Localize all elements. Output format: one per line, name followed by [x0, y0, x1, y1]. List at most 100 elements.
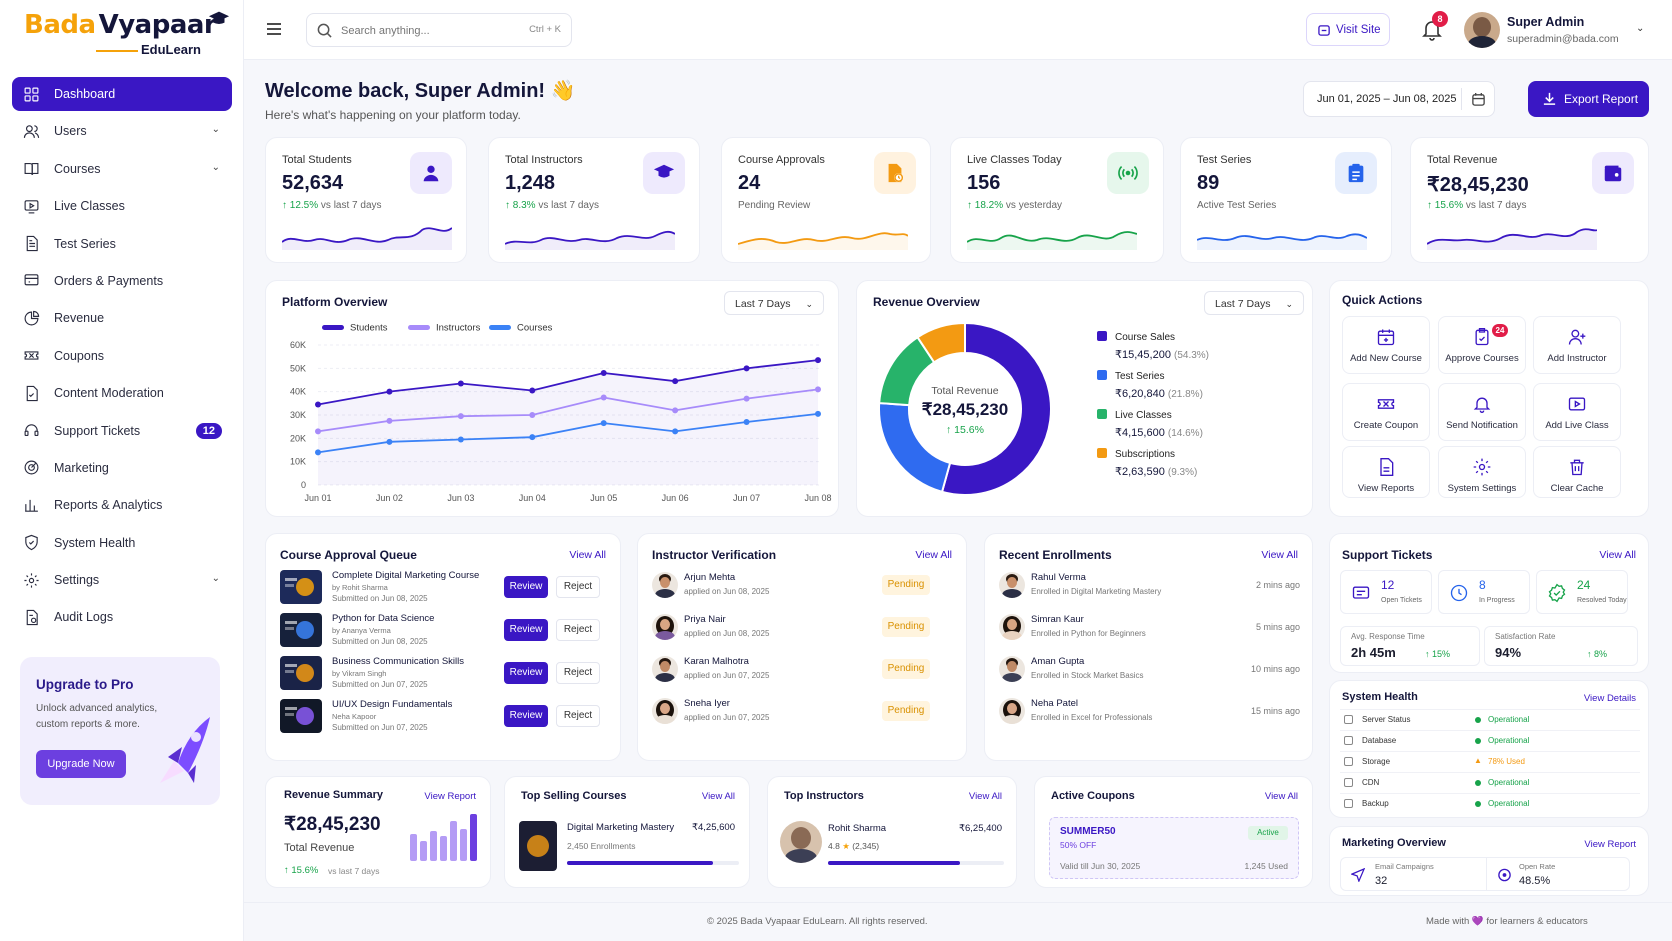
instructor-verification-view-all[interactable]: View All — [915, 549, 952, 561]
instructor-name[interactable]: Karan Malhotra — [684, 656, 749, 667]
data-point[interactable] — [672, 378, 679, 385]
visit-site-button[interactable]: Visit Site — [1306, 13, 1390, 46]
data-point[interactable] — [600, 370, 607, 376]
data-point[interactable] — [672, 407, 679, 414]
system-health-view-details[interactable]: View Details — [1583, 693, 1636, 704]
data-point[interactable] — [743, 395, 750, 402]
sidebar-item-settings[interactable]: Settings ⌄ — [12, 563, 232, 597]
data-point[interactable] — [315, 401, 321, 408]
data-point[interactable] — [815, 410, 821, 417]
data-point[interactable] — [529, 387, 536, 394]
reject-button[interactable]: Reject — [556, 705, 600, 727]
sidebar-item-coupons[interactable]: Coupons — [12, 339, 232, 373]
approval-course-title[interactable]: Business Communication Skills — [332, 656, 464, 667]
quick-action-system-settings[interactable]: System Settings — [1438, 446, 1526, 498]
support-stat-box[interactable]: 8 In Progress — [1438, 570, 1530, 614]
quick-action-add-live-class[interactable]: Add Live Class — [1533, 383, 1621, 441]
student-name[interactable]: Simran Kaur — [1031, 614, 1084, 625]
sidebar-item-content-moderation[interactable]: Content Moderation — [12, 376, 232, 410]
review-button[interactable]: Review — [504, 662, 548, 684]
reject-button[interactable]: Reject — [556, 662, 600, 684]
sidebar-item-orders-payments[interactable]: Orders & Payments — [12, 264, 232, 298]
top-selling-view-all[interactable]: View All — [701, 791, 735, 802]
instructor-name[interactable]: Priya Nair — [684, 614, 726, 625]
instructor-name[interactable]: Arjun Mehta — [684, 572, 736, 583]
brand-logo[interactable]: Bada Vyapaar EduLearn — [24, 10, 230, 60]
notification-bell[interactable]: 8 — [1420, 11, 1448, 42]
data-point[interactable] — [386, 417, 393, 424]
recent-enrollments-view-all[interactable]: View All — [1261, 549, 1298, 561]
data-point[interactable] — [743, 419, 750, 425]
review-button[interactable]: Review — [504, 705, 548, 727]
revenue-range-dropdown[interactable]: Last 7 Days ⌄ — [1204, 291, 1304, 315]
data-point[interactable] — [457, 413, 464, 420]
quick-action-add-instructor[interactable]: Add Instructor — [1533, 316, 1621, 374]
data-point[interactable] — [743, 365, 750, 372]
top-instructor-name[interactable]: Rohit Sharma — [828, 823, 887, 834]
quick-action-clear-cache[interactable]: Clear Cache — [1533, 446, 1621, 498]
quick-action-send-notification[interactable]: Send Notification — [1438, 383, 1526, 441]
student-name[interactable]: Aman Gupta — [1031, 656, 1085, 667]
search-bar[interactable]: Ctrl + K — [306, 13, 572, 47]
sidebar-item-reports-analytics[interactable]: Reports & Analytics — [12, 488, 232, 522]
support-stat-box[interactable]: 12 Open Tickets — [1340, 570, 1432, 614]
data-point[interactable] — [815, 386, 821, 393]
data-point[interactable] — [815, 357, 821, 364]
sidebar-item-dashboard[interactable]: Dashboard — [12, 77, 232, 111]
stat-card-total-students[interactable]: Total Students 52,634 ↑ 12.5% vs last 7 da… — [265, 137, 467, 263]
quick-action-view-reports[interactable]: View Reports — [1342, 446, 1430, 498]
data-point[interactable] — [529, 434, 536, 441]
data-point[interactable] — [600, 420, 607, 427]
sidebar-item-users[interactable]: Users ⌄ — [12, 114, 232, 148]
quick-action-approve-courses[interactable]: Approve Courses 24 — [1438, 316, 1526, 374]
donut-slice-course-sales[interactable] — [940, 321, 1052, 496]
user-name[interactable]: Super Admin — [1507, 15, 1585, 29]
review-button[interactable]: Review — [504, 619, 548, 641]
coupon-item[interactable]: SUMMER50 50% OFF Active Valid till Jun 3… — [1049, 817, 1299, 879]
data-point[interactable] — [457, 436, 464, 443]
data-point[interactable] — [386, 438, 393, 445]
course-approval-view-all[interactable]: View All — [569, 549, 606, 561]
approval-course-title[interactable]: Complete Digital Marketing Course — [332, 570, 480, 581]
student-name[interactable]: Rahul Verma — [1031, 572, 1086, 583]
data-point[interactable] — [386, 388, 393, 395]
active-coupons-view-all[interactable]: View All — [1264, 791, 1298, 802]
sidebar-item-live-classes[interactable]: Live Classes — [12, 189, 232, 223]
approval-course-title[interactable]: UI/UX Design Fundamentals — [332, 699, 453, 710]
review-button[interactable]: Review — [504, 576, 548, 598]
reject-button[interactable]: Reject — [556, 619, 600, 641]
user-menu-chevron-icon[interactable]: ⌄ — [1636, 23, 1645, 34]
sidebar-item-support-tickets[interactable]: Support Tickets 12 — [12, 414, 232, 448]
data-point[interactable] — [457, 380, 464, 387]
sidebar-item-courses[interactable]: Courses ⌄ — [12, 152, 232, 186]
export-report-button[interactable]: Export Report — [1528, 81, 1649, 117]
hamburger-menu-icon[interactable] — [266, 22, 282, 39]
donut-slice-subscriptions[interactable] — [916, 321, 966, 364]
instructor-name[interactable]: Sneha Iyer — [684, 698, 730, 709]
support-stat-box[interactable]: 24 Resolved Today — [1536, 570, 1628, 614]
top-instructors-view-all[interactable]: View All — [968, 791, 1002, 802]
upgrade-now-button[interactable]: Upgrade Now — [36, 750, 126, 778]
top-course-name[interactable]: Digital Marketing Mastery — [567, 822, 675, 833]
quick-action-create-coupon[interactable]: Create Coupon — [1342, 383, 1430, 441]
stat-card-live-classes-today[interactable]: Live Classes Today 156 ↑ 18.2% vs yesterda… — [950, 137, 1164, 263]
student-name[interactable]: Neha Patel — [1031, 698, 1079, 709]
data-point[interactable] — [529, 412, 536, 418]
date-range-picker[interactable]: Jun 01, 2025 – Jun 08, 2025 — [1303, 81, 1495, 117]
platform-range-dropdown[interactable]: Last 7 Days ⌄ — [724, 291, 824, 315]
stat-card-total-instructors[interactable]: Total Instructors 1,248 ↑ 8.3% vs last 7 d… — [488, 137, 700, 263]
data-point[interactable] — [672, 428, 679, 435]
revenue-summary-view-report[interactable]: View Report — [424, 791, 476, 802]
stat-card-course-approvals[interactable]: Course Approvals 24 Pending Review — [721, 137, 931, 263]
reject-button[interactable]: Reject — [556, 576, 600, 598]
user-avatar[interactable] — [1464, 12, 1500, 48]
approval-course-title[interactable]: Python for Data Science — [332, 613, 435, 624]
support-tickets-view-all[interactable]: View All — [1599, 549, 1636, 561]
stat-card-total-revenue[interactable]: Total Revenue ₹28,45,230 ↑ 15.6% vs last 7… — [1410, 137, 1649, 263]
sidebar-item-revenue[interactable]: Revenue — [12, 301, 232, 335]
sidebar-item-marketing[interactable]: Marketing — [12, 451, 232, 485]
marketing-view-report[interactable]: View Report — [1584, 839, 1636, 850]
data-point[interactable] — [315, 428, 321, 435]
stat-card-test-series[interactable]: Test Series 89 Active Test Series — [1180, 137, 1392, 263]
search-input[interactable] — [341, 21, 501, 41]
